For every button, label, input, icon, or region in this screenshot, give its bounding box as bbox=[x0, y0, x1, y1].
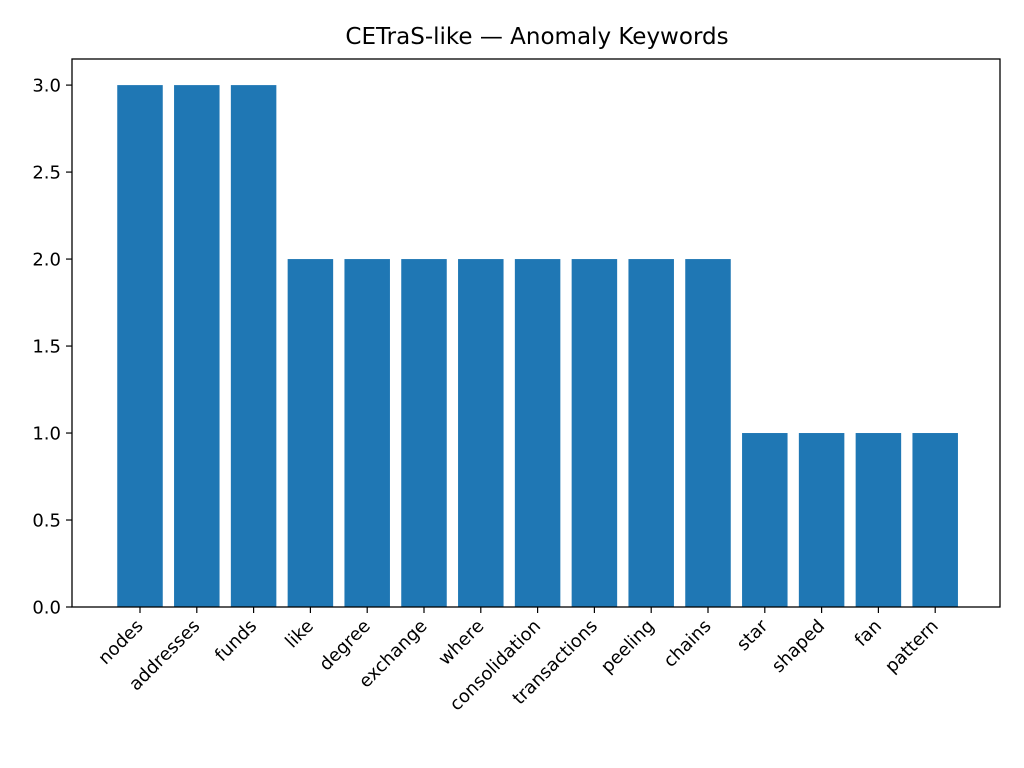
y-tick-label: 1.0 bbox=[32, 424, 61, 445]
y-axis: 0.0 0.5 1.0 1.5 2.0 2.5 3.0 bbox=[32, 76, 72, 619]
bar-addresses bbox=[174, 85, 220, 608]
bar-transactions bbox=[571, 259, 618, 607]
bar-like bbox=[287, 259, 334, 607]
bars-group bbox=[117, 85, 958, 608]
bar-star bbox=[742, 433, 788, 607]
y-tick-label: 1.5 bbox=[32, 337, 61, 358]
bar-pattern bbox=[912, 433, 958, 607]
axes-frame bbox=[71, 58, 1001, 608]
bar-consolidation bbox=[514, 259, 561, 607]
bar-nodes bbox=[117, 85, 163, 608]
y-tick-label: 2.5 bbox=[32, 163, 61, 184]
chart-title: CETraS-like — Anomaly Keywords bbox=[345, 24, 728, 50]
bar-peeling bbox=[628, 259, 674, 607]
y-tick-label: 0.5 bbox=[32, 511, 61, 532]
bar-funds bbox=[230, 85, 277, 608]
bar-fan bbox=[855, 433, 902, 607]
bar-where bbox=[458, 259, 504, 607]
bar-chains bbox=[685, 259, 731, 607]
bar-shaped bbox=[798, 433, 845, 607]
y-tick-label: 3.0 bbox=[32, 76, 61, 97]
bar-degree bbox=[344, 259, 390, 607]
y-tick-label: 0.0 bbox=[32, 598, 61, 619]
y-tick-label: 2.0 bbox=[32, 250, 61, 271]
bar-exchange bbox=[401, 259, 447, 607]
